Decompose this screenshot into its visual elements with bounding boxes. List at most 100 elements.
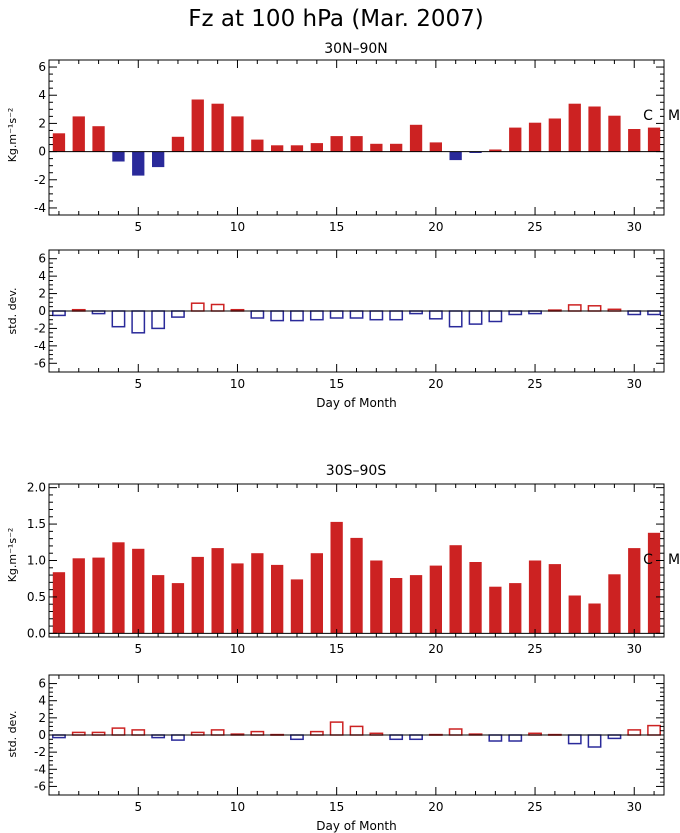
- bar-day-11: [251, 139, 264, 152]
- bar-day-18: [389, 310, 404, 321]
- y-tick-label: -6: [34, 356, 46, 370]
- y-axis-label: std. dev.: [6, 288, 19, 335]
- bar-day-23: [489, 586, 502, 634]
- x-tick-label: 20: [428, 642, 443, 656]
- x-tick-label: 10: [230, 377, 245, 391]
- bar-day-12: [271, 145, 284, 152]
- y-tick-label: 2: [38, 116, 46, 130]
- bar-day-27: [567, 734, 582, 745]
- bar-day-20: [429, 565, 442, 634]
- bar-day-16: [349, 725, 364, 736]
- y-tick-label: -6: [34, 779, 46, 793]
- bar-day-13: [290, 579, 304, 634]
- y-tick-label: 2: [38, 287, 46, 301]
- y-tick-label: 6: [38, 677, 46, 691]
- x-axis-label: Day of Month: [316, 819, 397, 833]
- marker-c: C: [643, 108, 653, 124]
- bar-day-15: [330, 521, 343, 634]
- y-tick-label: 4: [38, 88, 46, 102]
- y-axis-label: Kg.m⁻¹s⁻²: [6, 528, 19, 583]
- bar-day-13: [290, 145, 304, 152]
- bar-day-10: [231, 116, 244, 152]
- y-tick-label: 0: [38, 728, 46, 742]
- y-tick-label: -4: [34, 762, 46, 776]
- south-flux-chart: 0.0 0.5 1.0 1.5 2.0 5 10 15 20 25 30 Kg.m⁻¹s⁻² C M: [6, 481, 680, 656]
- bar-day-1: [52, 310, 66, 317]
- x-tick-label: 15: [329, 220, 344, 234]
- bar-day-9: [210, 303, 225, 312]
- bar-day-28: [588, 106, 601, 152]
- bar-day-11: [250, 730, 265, 736]
- bar-day-23: [489, 149, 502, 152]
- bar-day-15: [329, 721, 344, 736]
- y-tick-label: -2: [34, 321, 46, 335]
- y-tick-label: 0.0: [27, 626, 46, 640]
- bar-day-8: [191, 99, 204, 152]
- bar-day-25: [528, 560, 542, 634]
- y-tick-label: -4: [34, 201, 46, 215]
- x-tick-label: 20: [428, 800, 443, 814]
- y-tick-label: 1.5: [27, 517, 46, 531]
- x-tick-label: 10: [230, 800, 245, 814]
- x-tick-label: 10: [230, 220, 245, 234]
- bar-day-30: [628, 548, 641, 634]
- bar-day-1: [52, 133, 66, 152]
- y-tick-label: 1.0: [27, 554, 46, 568]
- bar-day-5: [132, 151, 145, 176]
- y-tick-label: 2: [38, 711, 46, 725]
- x-tick-label: 30: [627, 377, 642, 391]
- bar-day-17: [370, 143, 383, 152]
- south-panel-title: 30S–90S: [326, 463, 387, 479]
- bar-day-19: [409, 124, 423, 152]
- bar-day-20: [428, 310, 443, 320]
- bar-day-28: [588, 603, 601, 634]
- y-tick-label: -4: [34, 339, 46, 353]
- bar-day-30: [628, 129, 641, 152]
- bar-day-13: [290, 310, 304, 322]
- bar-day-29: [607, 734, 622, 740]
- bar-day-31: [647, 310, 661, 316]
- bar-day-26: [548, 118, 561, 152]
- bar-day-7: [171, 136, 185, 152]
- bar-day-24: [509, 127, 522, 152]
- north-flux-chart: -4 -2 0 2 4 6 5 10 15 20 25 30 Kg.m⁻¹s⁻² C M: [6, 59, 680, 234]
- bar-day-1: [52, 572, 66, 634]
- y-tick-label: 6: [38, 60, 46, 74]
- bar-day-19: [409, 734, 423, 741]
- y-tick-label: -2: [34, 745, 46, 759]
- bar-day-7: [171, 310, 185, 318]
- bar-day-8: [191, 556, 204, 634]
- x-tick-label: 25: [527, 220, 542, 234]
- bar-day-16: [350, 537, 363, 634]
- figure-title: Fz at 100 hPa (Mar. 2007): [188, 6, 483, 32]
- bar-day-18: [389, 734, 404, 741]
- bar-day-28: [587, 305, 602, 312]
- x-tick-label: 25: [527, 377, 542, 391]
- bar-day-21: [449, 545, 462, 634]
- bar-day-7: [171, 734, 185, 741]
- y-axis-label: std. dev.: [6, 711, 19, 758]
- bar-day-7: [171, 583, 185, 634]
- x-tick-label: 25: [527, 800, 542, 814]
- bar-day-29: [608, 574, 621, 634]
- x-tick-label: 5: [134, 377, 142, 391]
- y-tick-label: 6: [38, 252, 46, 266]
- y-tick-label: 4: [38, 269, 46, 283]
- x-tick-label: 30: [627, 220, 642, 234]
- bar-day-2: [72, 558, 85, 634]
- bar-day-14: [309, 730, 324, 736]
- bar-day-16: [350, 136, 363, 152]
- x-tick-label: 30: [627, 800, 642, 814]
- bar-day-27: [568, 103, 581, 152]
- bar-day-3: [92, 126, 105, 152]
- bar-day-10: [231, 563, 244, 634]
- x-tick-label: 15: [329, 800, 344, 814]
- x-tick-label: 5: [134, 220, 142, 234]
- marker-m: M: [668, 552, 680, 568]
- bar-day-31: [647, 127, 661, 152]
- south-std-chart: -6 -4 -2 0 2 4 6 5 10 15 20 25 30 std. dev. Day of Mon…: [6, 674, 665, 833]
- bar-day-22: [468, 310, 483, 325]
- x-tick-label: 25: [527, 642, 542, 656]
- bar-day-21: [449, 151, 462, 161]
